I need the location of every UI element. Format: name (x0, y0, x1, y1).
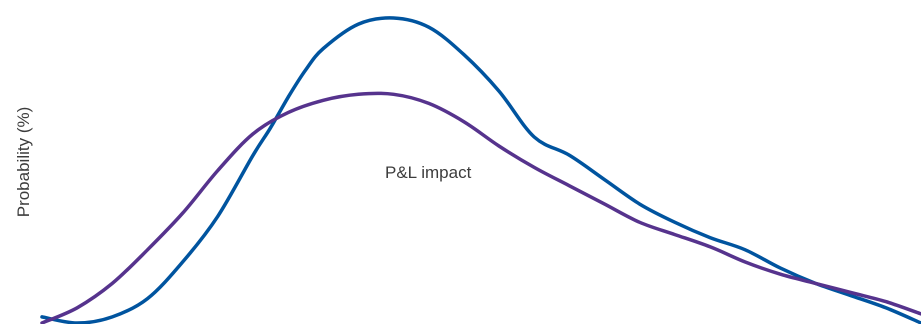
pl-impact-annotation: P&L impact (385, 163, 472, 182)
series-line-2 (40, 91, 921, 324)
y-axis-label: Probability (%) (14, 106, 33, 218)
series-line-1 (40, 16, 921, 324)
